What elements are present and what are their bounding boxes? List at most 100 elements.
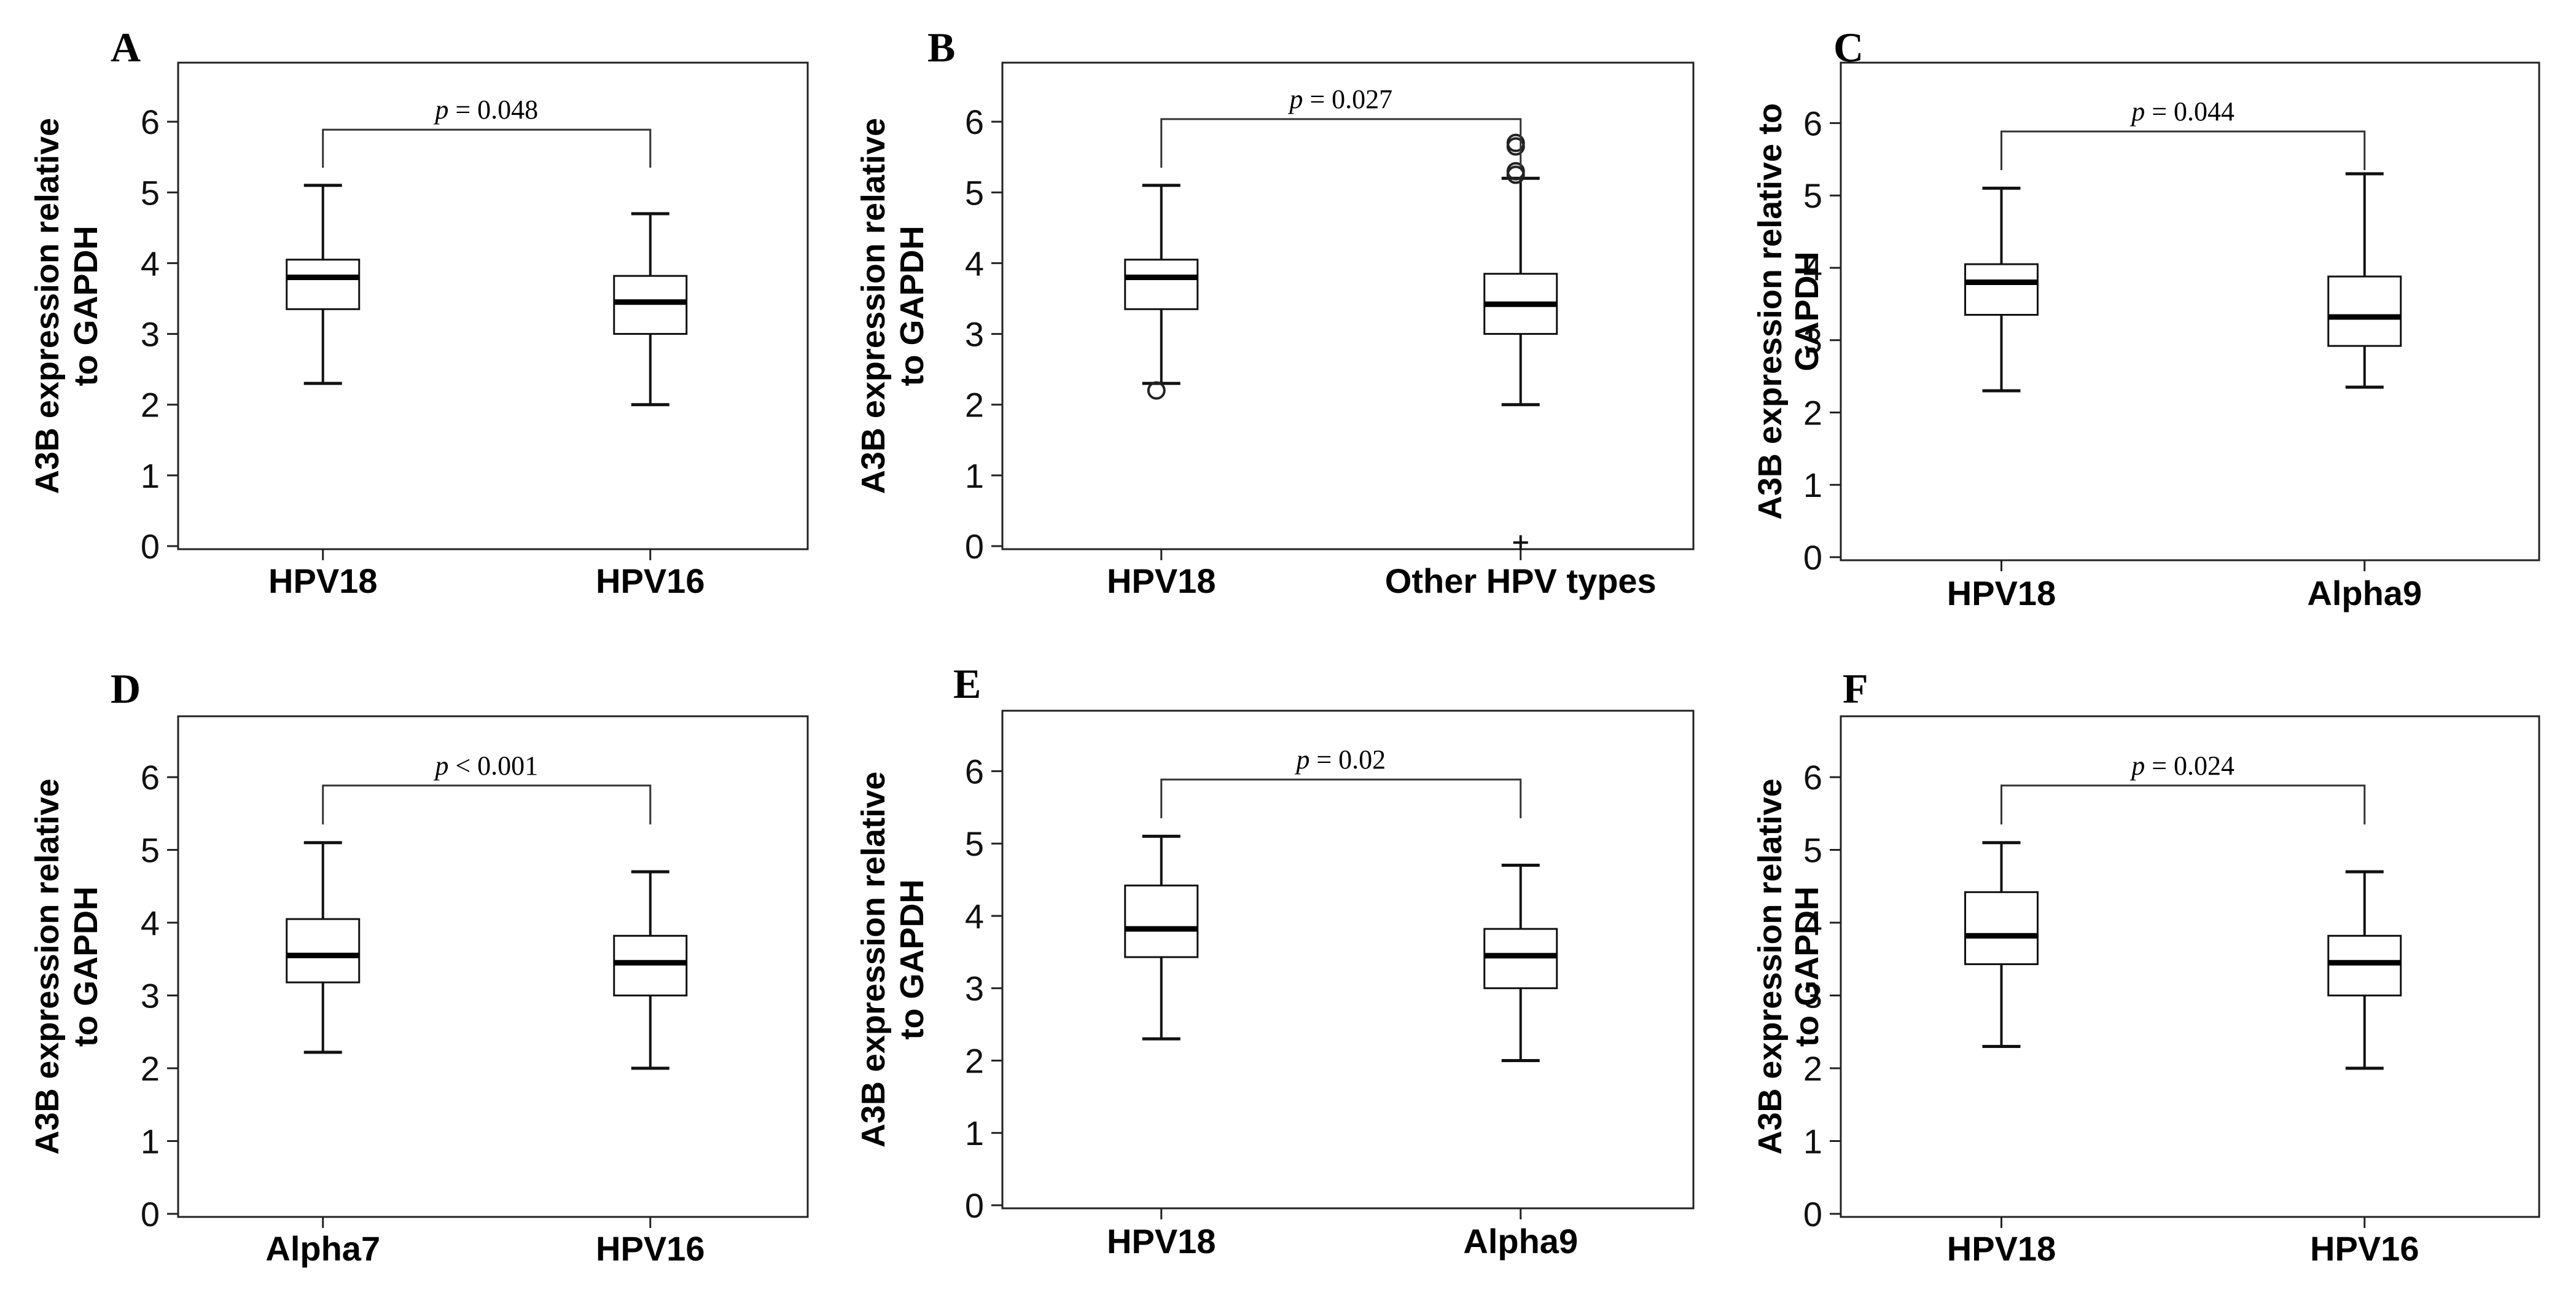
bracket-line	[2000, 130, 2366, 170]
iqr-box	[613, 934, 688, 997]
panel-a: A 0 1 2 3 4 5 6 A3B expression relative to GAPDH H…	[29, 24, 809, 600]
plot-frame	[1840, 715, 2540, 1218]
extreme-point	[1513, 535, 1528, 550]
plot-frame	[177, 61, 809, 550]
y-tick-label: 1	[965, 1114, 984, 1152]
bracket-line	[1160, 778, 1522, 818]
p-value-text: = 0.027	[1303, 84, 1392, 114]
x-tick-label: Alpha9	[2307, 574, 2422, 612]
iqr-box	[286, 259, 361, 310]
y-tick-label: 5	[965, 824, 984, 863]
y-tick-label: 3	[1803, 977, 1822, 1015]
significance-bracket: p = 0.044	[2000, 96, 2366, 170]
box-hpv16	[613, 870, 688, 1070]
box-hpv18	[1124, 184, 1199, 400]
y-tick-label: 6	[141, 758, 160, 797]
y-axis-label: A3B expression relative	[29, 778, 66, 1154]
y-tick-label: 0	[965, 527, 984, 566]
y-axis-label: A3B expression relative	[855, 772, 892, 1147]
x-tick-label: HPV16	[2310, 1229, 2419, 1268]
y-tick-label: 4	[965, 897, 984, 936]
y-axis-label: GAPDH	[1789, 251, 1825, 371]
y-axis-label: to GAPDH	[894, 226, 931, 386]
box-hpv18	[1964, 186, 2039, 393]
y-tick-label: 0	[965, 1186, 984, 1225]
panel-d: D 0 1 2 3 4 5 6 A3B expression relative to GAPDH A…	[29, 665, 809, 1268]
y-axis-label: A3B expression relative	[855, 118, 892, 494]
iqr-box	[1124, 884, 1199, 958]
y-tick-label: 5	[141, 831, 160, 870]
y-tick-label: 5	[1803, 176, 1822, 215]
iqr-box	[1964, 263, 2039, 316]
p-value-label: p = 0.048	[433, 95, 538, 125]
y-tick-label: 0	[1803, 1195, 1822, 1233]
y-tick-label: 4	[141, 904, 160, 942]
y-tick-label: 2	[141, 1049, 160, 1088]
box-hpv16	[613, 212, 688, 407]
x-tick-label: Other HPV types	[1385, 561, 1657, 600]
iqr-box	[2327, 934, 2402, 997]
y-tick-label: 6	[141, 103, 160, 141]
p-symbol: p	[433, 95, 448, 125]
panel-letter: E	[953, 660, 981, 707]
iqr-box	[2327, 275, 2402, 347]
p-symbol: p	[433, 751, 448, 781]
p-value-text: = 0.024	[2145, 751, 2234, 781]
y-tick-label: 4	[965, 244, 984, 283]
iqr-box	[613, 275, 688, 335]
y-tick-label: 2	[1803, 393, 1822, 432]
x-tick-label: HPV16	[596, 561, 704, 600]
plot-frame	[1840, 61, 2540, 561]
significance-bracket: p = 0.048	[322, 95, 652, 168]
significance-bracket: p = 0.02	[1160, 745, 1522, 818]
outlier-point	[1147, 381, 1166, 400]
y-axis-label: A3B expression relative to	[1752, 103, 1789, 520]
box-hpv18	[286, 184, 361, 385]
iqr-box	[286, 918, 361, 983]
p-symbol: p	[1294, 745, 1309, 775]
iqr-box	[1124, 259, 1199, 310]
outlier-point	[1506, 162, 1525, 181]
y-tick-label: 0	[141, 1195, 160, 1233]
bracket-line	[2000, 784, 2366, 825]
y-axis-label: to GAPDH	[68, 886, 104, 1047]
p-value-label: p = 0.044	[2129, 96, 2234, 127]
y-tick-label: 3	[1803, 321, 1822, 360]
bracket-line	[322, 784, 652, 825]
x-tick-label: HPV16	[596, 1229, 704, 1268]
y-tick-label: 5	[141, 173, 160, 212]
p-value-text: < 0.001	[448, 751, 538, 781]
y-tick-label: 1	[1803, 466, 1822, 504]
p-value-label: p < 0.001	[433, 751, 538, 781]
y-tick-label: 1	[965, 456, 984, 495]
panel-c: C 0 1 2 3 4 5 6 A3B expression relative to GAPDH H…	[1752, 24, 2540, 612]
y-tick-label: 2	[965, 1041, 984, 1080]
significance-bracket: p = 0.024	[2000, 751, 2366, 825]
box-alpha7	[286, 841, 361, 1054]
y-axis-label: A3B expression relative	[1752, 778, 1789, 1154]
y-axis-label: to GAPDH	[894, 880, 931, 1040]
p-value-text: = 0.048	[448, 95, 538, 125]
box-hpv18	[1964, 841, 2039, 1048]
y-tick-label: 4	[1803, 249, 1822, 287]
y-tick-label: 0	[141, 527, 160, 566]
box-alpha9	[1483, 864, 1558, 1062]
y-tick-label: 3	[965, 315, 984, 354]
p-value-text: = 0.044	[2145, 96, 2234, 127]
y-tick-label: 5	[1803, 831, 1822, 870]
box-other-hpv-types	[1483, 133, 1558, 407]
iqr-box	[1483, 928, 1558, 990]
x-tick-label: HPV18	[1947, 574, 2056, 612]
box-hpv18	[1124, 834, 1199, 1041]
p-value-text: = 0.02	[1309, 745, 1386, 775]
y-tick-label: 6	[965, 103, 984, 141]
y-axis-label: to GAPDH	[68, 226, 104, 386]
y-tick-label: 4	[1803, 904, 1822, 942]
iqr-box	[1964, 891, 2039, 966]
y-tick-label: 3	[141, 977, 160, 1015]
p-value-label: p = 0.024	[2129, 751, 2234, 781]
x-tick-label: HPV18	[1107, 1222, 1216, 1261]
p-value-label: p = 0.027	[1287, 84, 1392, 114]
significance-bracket: p = 0.027	[1160, 84, 1522, 168]
